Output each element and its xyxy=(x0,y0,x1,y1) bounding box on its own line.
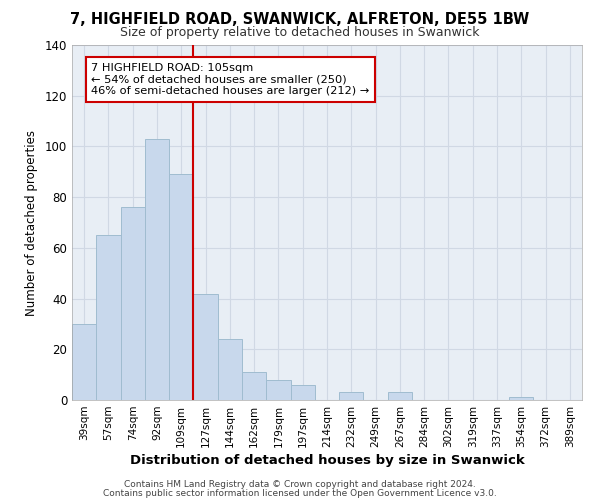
Text: Size of property relative to detached houses in Swanwick: Size of property relative to detached ho… xyxy=(120,26,480,39)
Bar xyxy=(266,380,290,400)
Bar xyxy=(72,324,96,400)
X-axis label: Distribution of detached houses by size in Swanwick: Distribution of detached houses by size … xyxy=(130,454,524,467)
Bar xyxy=(218,339,242,400)
Bar xyxy=(169,174,193,400)
Bar xyxy=(509,398,533,400)
Text: 7 HIGHFIELD ROAD: 105sqm
← 54% of detached houses are smaller (250)
46% of semi-: 7 HIGHFIELD ROAD: 105sqm ← 54% of detach… xyxy=(91,62,370,96)
Text: 7, HIGHFIELD ROAD, SWANWICK, ALFRETON, DE55 1BW: 7, HIGHFIELD ROAD, SWANWICK, ALFRETON, D… xyxy=(70,12,530,28)
Bar xyxy=(193,294,218,400)
Bar xyxy=(388,392,412,400)
Text: Contains HM Land Registry data © Crown copyright and database right 2024.: Contains HM Land Registry data © Crown c… xyxy=(124,480,476,489)
Y-axis label: Number of detached properties: Number of detached properties xyxy=(25,130,38,316)
Bar xyxy=(290,385,315,400)
Text: Contains public sector information licensed under the Open Government Licence v3: Contains public sector information licen… xyxy=(103,488,497,498)
Bar xyxy=(121,208,145,400)
Bar xyxy=(242,372,266,400)
Bar xyxy=(339,392,364,400)
Bar xyxy=(96,235,121,400)
Bar xyxy=(145,139,169,400)
